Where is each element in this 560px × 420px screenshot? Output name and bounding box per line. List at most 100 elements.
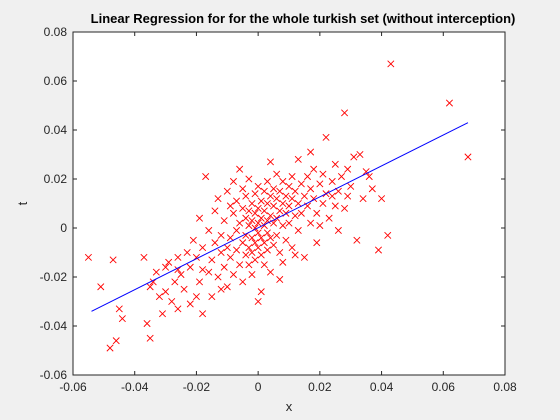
data-point-marker bbox=[242, 214, 250, 222]
data-point-marker bbox=[254, 229, 262, 237]
x-tick-label: 0.02 bbox=[308, 380, 332, 394]
chart-title: Linear Regression for for the whole turk… bbox=[91, 11, 516, 26]
data-point-marker bbox=[285, 219, 293, 227]
data-point-marker bbox=[233, 197, 241, 205]
data-point-marker bbox=[214, 195, 222, 203]
data-point-marker bbox=[288, 173, 296, 181]
data-point-marker bbox=[307, 148, 315, 156]
data-point-marker bbox=[353, 236, 361, 244]
data-point-marker bbox=[140, 253, 148, 261]
data-point-marker bbox=[378, 195, 386, 203]
data-point-marker bbox=[313, 209, 321, 217]
data-point-marker bbox=[251, 256, 259, 264]
data-point-marker bbox=[245, 207, 253, 215]
regression-line-group bbox=[91, 122, 469, 312]
data-point-marker bbox=[217, 285, 225, 293]
data-point-marker bbox=[202, 173, 210, 181]
data-point-marker bbox=[263, 199, 271, 208]
data-point-marker bbox=[214, 273, 222, 281]
data-point-marker bbox=[162, 263, 170, 271]
data-point-marker bbox=[220, 217, 228, 225]
data-point-marker bbox=[226, 234, 234, 242]
data-point-marker bbox=[279, 199, 287, 208]
data-point-marker bbox=[266, 212, 275, 220]
data-point-marker bbox=[239, 239, 247, 247]
data-point-marker bbox=[242, 192, 250, 200]
data-point-marker bbox=[211, 239, 219, 247]
data-point-marker bbox=[174, 305, 182, 313]
data-point-marker bbox=[229, 177, 237, 185]
data-point-marker bbox=[270, 241, 278, 249]
data-point-marker bbox=[368, 185, 376, 193]
data-point-marker bbox=[251, 239, 259, 247]
plot-area bbox=[73, 32, 505, 375]
data-point-marker bbox=[115, 305, 123, 313]
data-point-marker bbox=[334, 226, 342, 234]
data-point-marker bbox=[263, 177, 271, 185]
data-point-marker bbox=[263, 246, 271, 254]
data-point-marker bbox=[365, 173, 373, 181]
data-point-marker bbox=[319, 199, 327, 208]
data-point-marker bbox=[303, 173, 312, 181]
data-point-marker bbox=[387, 60, 395, 68]
data-point-marker bbox=[248, 199, 256, 208]
data-point-marker bbox=[325, 214, 333, 222]
data-point-marker bbox=[254, 204, 262, 212]
data-point-marker bbox=[245, 222, 253, 230]
data-point-marker bbox=[248, 217, 256, 225]
data-point-marker bbox=[199, 266, 207, 274]
data-point-marker bbox=[229, 271, 237, 279]
data-point-marker bbox=[152, 268, 160, 276]
data-point-marker bbox=[118, 315, 126, 323]
data-point-marker bbox=[374, 246, 383, 254]
data-point-marker bbox=[233, 246, 241, 254]
data-point-marker bbox=[143, 320, 151, 328]
data-point-marker bbox=[106, 344, 114, 352]
data-point-marker bbox=[260, 207, 268, 215]
data-point-marker bbox=[257, 197, 265, 205]
data-point-marker bbox=[251, 190, 259, 198]
data-point-marker bbox=[297, 209, 305, 217]
data-point-marker bbox=[266, 234, 275, 242]
data-point-marker bbox=[239, 204, 247, 212]
y-tick-label: -0.02 bbox=[40, 270, 68, 284]
data-point-marker bbox=[294, 199, 302, 208]
data-point-marker bbox=[310, 165, 318, 173]
data-point-marker bbox=[205, 268, 213, 276]
data-point-marker bbox=[257, 251, 265, 259]
data-point-marker bbox=[220, 263, 228, 271]
data-point-marker bbox=[183, 248, 191, 257]
data-point-marker bbox=[199, 244, 207, 252]
x-tick-label: 0.04 bbox=[370, 380, 394, 394]
data-point-marker bbox=[307, 185, 315, 193]
data-point-marker bbox=[223, 187, 231, 195]
data-point-marker bbox=[279, 258, 287, 266]
data-point-marker bbox=[217, 231, 225, 239]
data-point-marker bbox=[273, 170, 281, 178]
data-point-marker bbox=[245, 175, 253, 183]
data-point-marker bbox=[97, 283, 105, 291]
data-point-marker bbox=[316, 222, 324, 230]
data-point-marker bbox=[279, 177, 287, 185]
data-point-marker bbox=[313, 239, 321, 247]
data-point-marker bbox=[337, 173, 345, 181]
data-point-marker bbox=[344, 165, 352, 173]
y-tick-label: -0.04 bbox=[40, 319, 68, 333]
data-point-marker bbox=[180, 285, 188, 293]
data-point-marker bbox=[211, 207, 219, 215]
data-point-marker bbox=[254, 297, 262, 306]
y-tick-label: 0.04 bbox=[44, 123, 68, 137]
data-point-marker bbox=[158, 310, 167, 318]
data-point-marker bbox=[195, 278, 204, 286]
y-tick-label: 0.08 bbox=[44, 25, 68, 39]
data-point-marker bbox=[347, 182, 355, 190]
data-point-marker bbox=[251, 209, 259, 217]
data-point-marker bbox=[266, 268, 275, 276]
data-point-marker bbox=[174, 253, 182, 261]
data-point-marker bbox=[341, 204, 349, 212]
data-point-marker bbox=[168, 297, 176, 306]
data-point-marker bbox=[260, 187, 268, 195]
data-point-marker bbox=[294, 226, 302, 234]
regression-line bbox=[91, 122, 469, 312]
data-point-marker bbox=[192, 293, 200, 301]
